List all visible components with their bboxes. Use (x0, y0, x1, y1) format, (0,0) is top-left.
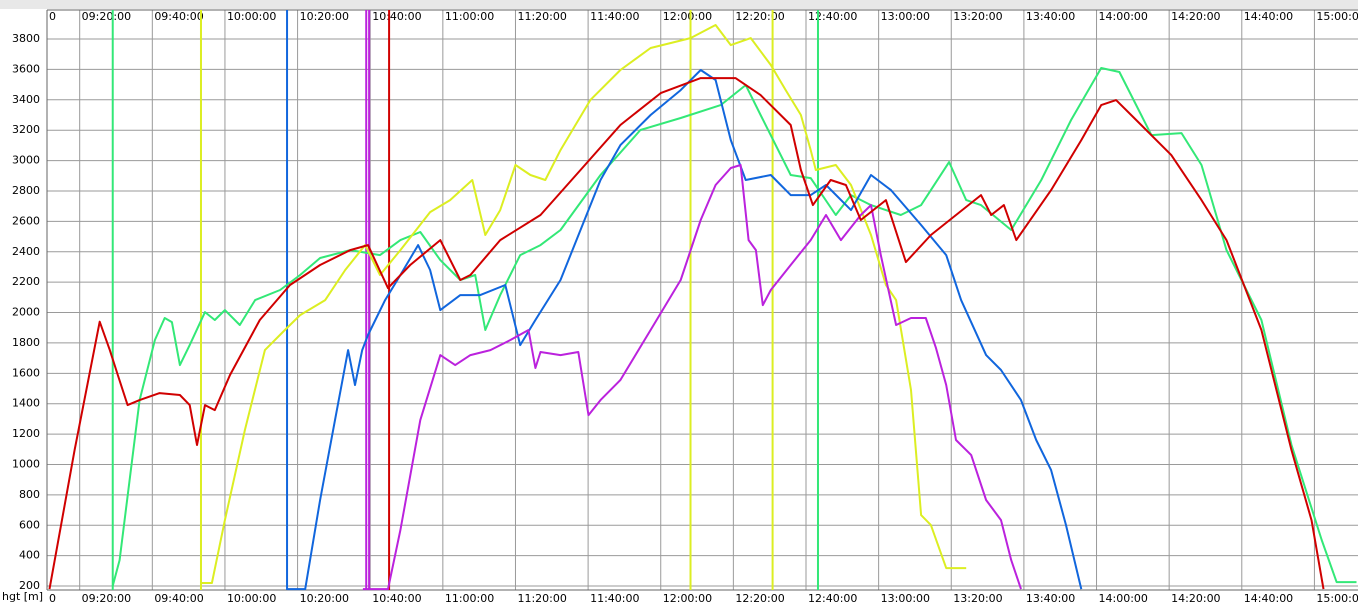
x-tick-label: 13:40:00 (1026, 592, 1075, 605)
series-line (201, 24, 967, 584)
x-tick-label: 10:20:00 (300, 592, 349, 605)
y-tick-label: 3600 (12, 62, 40, 75)
x-tick-label: 13:00:00 (881, 10, 930, 23)
series-line (362, 164, 1022, 591)
y-tick-label: 1600 (12, 366, 40, 379)
x-tick-label: 12:40:00 (808, 592, 857, 605)
x-tick-label: 11:40:00 (590, 10, 639, 23)
y-tick-label: 3200 (12, 123, 40, 136)
x-tick-label: 09:20:00 (82, 10, 131, 23)
y-tick-label: 3400 (12, 93, 40, 106)
y-tick-label: 1400 (12, 397, 40, 410)
x-tick-label: 0 (49, 10, 56, 23)
y-tick-label: 1200 (12, 427, 40, 440)
plot-area (47, 10, 1358, 590)
y-tick-label: 1800 (12, 336, 40, 349)
y-tick-label: 3000 (12, 154, 40, 167)
series-line (48, 77, 1325, 590)
series-line (111, 67, 1357, 587)
y-tick-label: 2400 (12, 245, 40, 258)
x-tick-label: 11:20:00 (517, 10, 566, 23)
x-tick-label: 12:20:00 (735, 10, 784, 23)
y-tick-label: 2200 (12, 275, 40, 288)
x-tick-label: 09:40:00 (154, 10, 203, 23)
x-tick-label: 14:40:00 (1244, 592, 1293, 605)
x-tick-label: 14:20:00 (1171, 592, 1220, 605)
y-tick-label: 2000 (12, 306, 40, 319)
x-tick-label: 13:20:00 (953, 10, 1002, 23)
x-tick-label: 09:40:00 (154, 592, 203, 605)
x-tick-label: 12:40:00 (808, 10, 857, 23)
x-tick-label: 10:40:00 (372, 10, 421, 23)
x-tick-label: 10:20:00 (300, 10, 349, 23)
x-tick-label: 10:00:00 (227, 10, 276, 23)
y-tick-label: 2600 (12, 214, 40, 227)
x-tick-label: 14:40:00 (1244, 10, 1293, 23)
x-tick-label: 14:20:00 (1171, 10, 1220, 23)
y-axis-label: hgt [m] (2, 590, 43, 603)
series-line (287, 69, 1083, 591)
x-tick-label: 12:00:00 (663, 592, 712, 605)
x-tick-label: 09:20:00 (82, 592, 131, 605)
x-tick-label: 12:20:00 (735, 592, 784, 605)
x-tick-label: 14:00:00 (1099, 10, 1148, 23)
x-tick-label: 15:00:00 (1316, 592, 1358, 605)
x-tick-label: 15:00:00 (1316, 10, 1358, 23)
x-tick-label: 13:00:00 (881, 592, 930, 605)
y-tick-label: 800 (19, 488, 40, 501)
x-tick-label: 0 (49, 592, 56, 605)
y-tick-label: 200 (19, 579, 40, 592)
y-tick-label: 1000 (12, 457, 40, 470)
x-tick-label: 11:00:00 (445, 592, 494, 605)
top-strip (0, 0, 1358, 9)
x-tick-label: 13:40:00 (1026, 10, 1075, 23)
x-tick-label: 11:40:00 (590, 592, 639, 605)
x-tick-label: 10:00:00 (227, 592, 276, 605)
x-tick-label: 11:20:00 (517, 592, 566, 605)
x-tick-label: 14:00:00 (1099, 592, 1148, 605)
y-tick-label: 2800 (12, 184, 40, 197)
y-tick-label: 400 (19, 549, 40, 562)
x-tick-label: 12:00:00 (663, 10, 712, 23)
x-tick-label: 11:00:00 (445, 10, 494, 23)
x-tick-label: 13:20:00 (953, 592, 1002, 605)
y-tick-label: 600 (19, 518, 40, 531)
y-tick-label: 3800 (12, 32, 40, 45)
x-tick-label: 10:40:00 (372, 592, 421, 605)
